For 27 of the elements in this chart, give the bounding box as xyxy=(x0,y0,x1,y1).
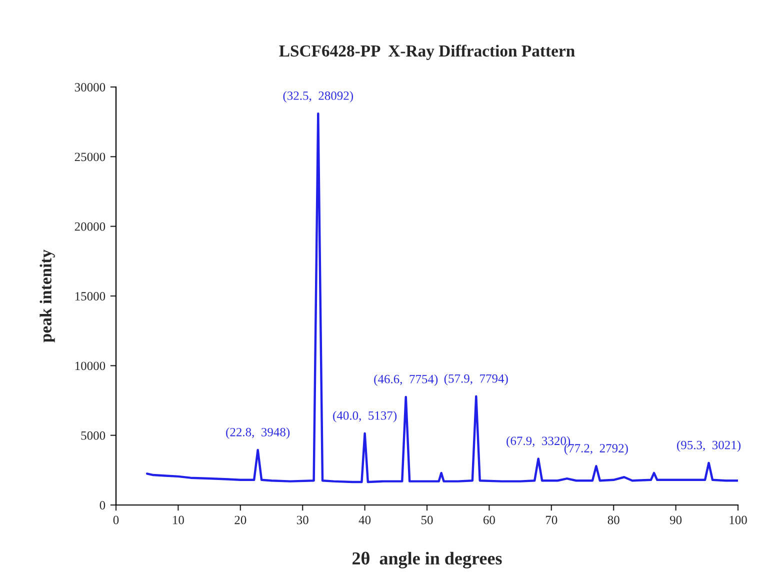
y-tick-label: 20000 xyxy=(74,222,106,231)
x-tick-label: 10 xyxy=(173,516,184,524)
x-axis-title: 2θ angle in degrees xyxy=(352,552,502,568)
y-tick-label: 30000 xyxy=(74,83,106,92)
x-tick-label: 90 xyxy=(670,516,682,524)
x-tick-label: 80 xyxy=(608,516,620,524)
chart-title: LSCF6428-PP X-Ray Diffraction Pattern xyxy=(279,44,575,60)
y-axis-title: peak intenity xyxy=(40,250,55,342)
annotation: (57.9, 7794) xyxy=(444,374,508,386)
x-tick-label: 40 xyxy=(358,516,371,524)
y-tick-label: 15000 xyxy=(75,292,106,300)
annotation: (22.8, 3948) xyxy=(226,428,290,439)
annotation: (95.3, 3021) xyxy=(677,440,741,452)
annotation: (40.0, 5137) xyxy=(333,410,397,422)
x-tick-label: 50 xyxy=(421,516,433,524)
x-tick-label: 30 xyxy=(296,516,308,524)
y-tick-label: 0 xyxy=(100,501,106,510)
y-tick-label: 10000 xyxy=(75,362,106,370)
x-tick-label: 100 xyxy=(730,516,747,524)
x-tick-label: 20 xyxy=(234,516,246,524)
x-tick-label: 70 xyxy=(546,516,558,524)
annotation: (46.6, 7754) xyxy=(374,374,438,386)
x-tick-label: 0 xyxy=(113,516,119,524)
y-tick-label: 5000 xyxy=(81,431,106,440)
x-tick-label: 60 xyxy=(483,516,495,524)
annotation: (32.5, 28092) xyxy=(283,91,354,102)
y-tick-label: 25000 xyxy=(74,152,106,162)
